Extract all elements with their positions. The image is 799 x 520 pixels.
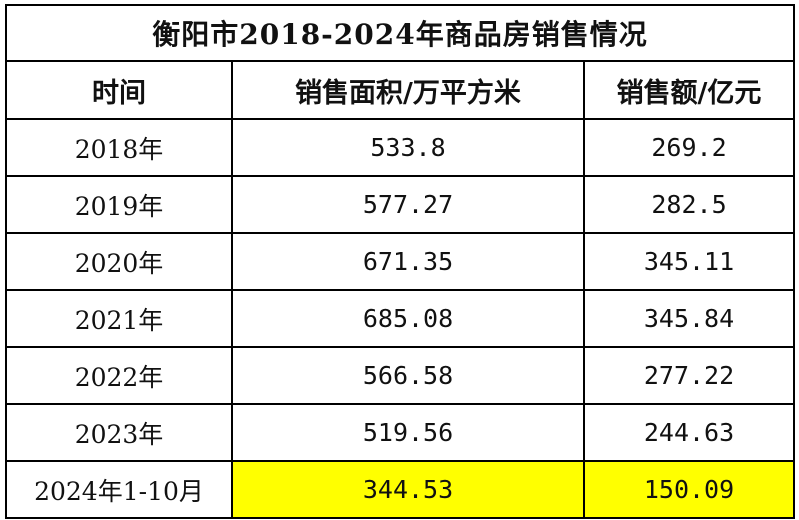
- header-row: 时间 销售面积/万平方米 销售额/亿元: [5, 60, 795, 120]
- cell-area: 519.56: [231, 403, 585, 462]
- cell-sales: 277.22: [583, 346, 795, 405]
- cell-year: 2019年: [5, 175, 233, 234]
- cell-sales: 345.84: [583, 289, 795, 348]
- cell-sales: 244.63: [583, 403, 795, 462]
- cell-year: 2024年1-10月: [5, 460, 233, 519]
- cell-year: 2023年: [5, 403, 233, 462]
- cell-sales-highlighted: 150.09: [583, 460, 795, 519]
- sales-table: 衡阳市2018-2024年商品房销售情况 时间 销售面积/万平方米 销售额/亿元…: [5, 4, 795, 519]
- cell-area: 685.08: [231, 289, 585, 348]
- cell-year: 2022年: [5, 346, 233, 405]
- cell-area-highlighted: 344.53: [231, 460, 585, 519]
- title-row: 衡阳市2018-2024年商品房销售情况: [5, 4, 795, 62]
- table-row: 2021年 685.08 345.84: [5, 289, 795, 348]
- table-row: 2022年 566.58 277.22: [5, 346, 795, 405]
- cell-area: 671.35: [231, 232, 585, 291]
- cell-sales: 282.5: [583, 175, 795, 234]
- cell-year: 2020年: [5, 232, 233, 291]
- sales-table-container: 衡阳市2018-2024年商品房销售情况 时间 销售面积/万平方米 销售额/亿元…: [5, 4, 795, 519]
- table-row: 2020年 671.35 345.11: [5, 232, 795, 291]
- table-row: 2018年 533.8 269.2: [5, 118, 795, 177]
- header-time: 时间: [5, 60, 233, 120]
- header-sales: 销售额/亿元: [583, 60, 795, 120]
- table-row: 2019年 577.27 282.5: [5, 175, 795, 234]
- cell-area: 566.58: [231, 346, 585, 405]
- table-row: 2023年 519.56 244.63: [5, 403, 795, 462]
- cell-year: 2018年: [5, 118, 233, 177]
- cell-sales: 269.2: [583, 118, 795, 177]
- table-title: 衡阳市2018-2024年商品房销售情况: [5, 4, 795, 62]
- header-area: 销售面积/万平方米: [231, 60, 585, 120]
- cell-area: 533.8: [231, 118, 585, 177]
- cell-sales: 345.11: [583, 232, 795, 291]
- table-row-highlighted: 2024年1-10月 344.53 150.09: [5, 460, 795, 519]
- cell-area: 577.27: [231, 175, 585, 234]
- cell-year: 2021年: [5, 289, 233, 348]
